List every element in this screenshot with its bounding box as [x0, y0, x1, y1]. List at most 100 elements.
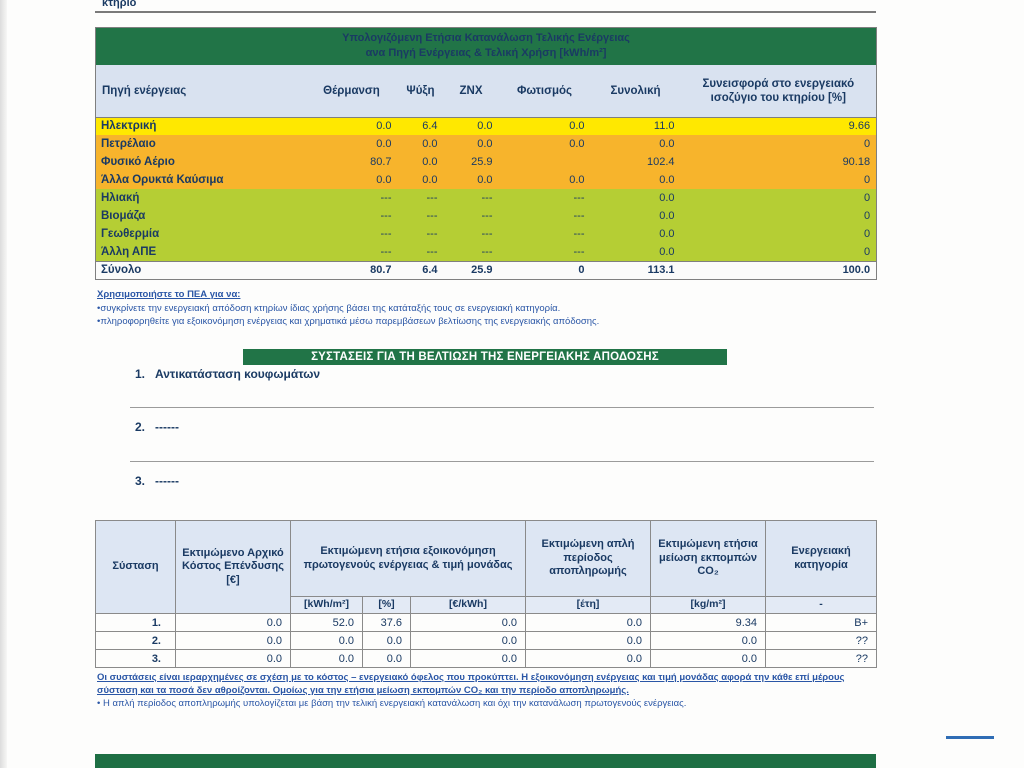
rec-value-cell: 9.34	[650, 613, 767, 632]
energy-value-cell: 0.0	[569, 138, 585, 150]
energy-table-title-line2: ανα Πηγή Ενέργειας & Τελική Χρήση [kWh/m…	[365, 47, 607, 59]
col-header-heating: Θέρμανση	[305, 65, 398, 118]
energy-source-label: Βιομάζα	[101, 210, 146, 222]
recommendation-item-number: 2.	[135, 420, 146, 434]
energy-row: Άλλη ΑΠΕ --- --- --- --- 0.0 0	[95, 243, 877, 261]
rec-table-row: 1. 0.0 52.0 37.6 0.0 0.0 9.34 B+	[95, 613, 878, 632]
rec-value-cell: 0.0	[175, 649, 291, 668]
energy-value-cell: 0.0	[659, 174, 675, 186]
rec-value-cell: 0.0	[409, 613, 527, 632]
rec-value-cell: 0.0	[362, 649, 411, 668]
energy-total-dhw: 25.9	[443, 260, 499, 279]
rec-value-cell: 0.0	[650, 631, 767, 650]
energy-value-cell: ---	[573, 228, 585, 240]
energy-source-label: Γεωθερμία	[101, 228, 160, 240]
rec-value-cell: 52.0	[290, 613, 363, 632]
pea-note-bullet: •πληροφορηθείτε για εξοικονόμηση ενέργει…	[97, 316, 600, 327]
energy-value-cell: 0	[863, 138, 871, 150]
energy-row: Φυσικό Αέριο 80.7 0.0 25.9 102.4 90.18	[95, 153, 877, 171]
col-header-cooling: Ψύξη	[397, 65, 444, 118]
energy-value-cell: 0	[863, 228, 871, 240]
rec-table-main-header-row: Σύσταση Εκτιμώμενο Αρχικό Κόστος Επένδυσ…	[95, 520, 878, 614]
energy-value-cell: 0.0	[569, 120, 585, 133]
energy-value-cell: 80.7	[370, 156, 392, 168]
rec-value-cell: 0.0	[175, 631, 291, 650]
rec-value-cell: 0.0	[290, 649, 363, 668]
energy-table-title: Υπολογιζόμενη Ετήσια Κατανάλωση Τελικής …	[95, 27, 877, 65]
rec-table-row: 2. 0.0 0.0 0.0 0.0 0.0 0.0??	[95, 631, 878, 650]
recommendation-item-2: 2. ------	[135, 420, 179, 434]
rec-table-head: Σύσταση Εκτιμώμενο Αρχικό Κόστος Επένδυσ…	[95, 520, 878, 614]
energy-total-heating: 80.7	[305, 260, 398, 279]
previous-table-remnant: κτηρίο	[95, 0, 876, 13]
pea-note-title: Χρησιμοποιήστε το ΠΕΑ για να:	[97, 289, 241, 300]
energy-row: Ηλεκτρική 0.0 6.4 0.0 0.0 11.0 9.66	[95, 117, 877, 135]
unit-percent: [%]	[362, 596, 411, 614]
rec-col-payback: Εκτιμώμενη απλή περίοδος αποπληρωμής	[525, 520, 652, 597]
rec-value-cell: 0.0	[362, 631, 411, 650]
energy-table-head: Υπολογιζόμενη Ετήσια Κατανάλωση Τελικής …	[95, 27, 877, 118]
energy-source-label: Άλλα Ορυκτά Καύσιμα	[101, 174, 224, 186]
energy-value-cell: 0.0	[569, 174, 585, 186]
energy-table-body: Ηλεκτρική 0.0 6.4 0.0 0.0 11.0 9.66 Πετρέλαιο 0.…	[95, 117, 877, 261]
energy-total-contribution: 100.0	[680, 260, 877, 279]
col-header-total: Συνολική	[590, 65, 681, 118]
energy-value-cell: 90.18	[842, 156, 871, 168]
rec-value-cell: ??	[765, 649, 878, 668]
energy-value-cell: ---	[481, 245, 493, 258]
rec-value-cell: 0.0	[525, 613, 652, 632]
energy-value-cell: 0.0	[659, 228, 675, 240]
recommendation-item-number: 3.	[135, 474, 146, 488]
energy-table-footer: Σύνολο 80.7 6.4 25.9 0 113.1 100.0	[95, 260, 877, 279]
energy-source-label: Πετρέλαιο	[101, 138, 156, 150]
energy-source-label: Ηλεκτρική	[101, 120, 157, 133]
rec-row-number: 3.	[95, 649, 176, 668]
energy-value-cell: ---	[380, 228, 392, 240]
rec-table-body: 1. 0.0 52.0 37.6 0.0 0.0 9.34 B+ 2. 0.0 0.0 0.0 0.0 0…	[95, 613, 878, 668]
rec-table-units-row: [kWh/m²] [%] [€/kWh] [έτη] [kg/m²] -	[96, 596, 878, 614]
unit-kwh: [kWh/m²]	[290, 596, 363, 614]
energy-value-cell: 0.0	[477, 120, 493, 133]
energy-value-cell: 0	[863, 210, 871, 222]
recommendation-item-number: 1.	[135, 367, 146, 381]
energy-value-cell: ---	[426, 245, 438, 258]
rec-table-row: 3. 0.0 0.0 0.0 0.0 0.0 0.0??	[95, 649, 878, 668]
rec-row-number: 2.	[95, 631, 176, 650]
energy-value-cell	[499, 153, 591, 171]
energy-row: Ηλιακή --- --- --- --- 0.0 0	[95, 189, 877, 207]
recommendations-section-header: ΣΥΣΤΑΣΕΙΣ ΓΙΑ ΤΗ ΒΕΛΤΙΩΣΗ ΤΗΣ ΕΝΕΡΓΕΙΑΚΗ…	[243, 349, 727, 365]
remnant-label: κτηρίο	[102, 0, 137, 9]
energy-value-cell: ---	[481, 210, 493, 222]
energy-value-cell: 0	[863, 245, 871, 258]
energy-consumption-table: Υπολογιζόμενη Ετήσια Κατανάλωση Τελικής …	[95, 27, 878, 280]
energy-row: Βιομάζα --- --- --- --- 0.0 0	[95, 207, 877, 225]
energy-total-cooling: 6.4	[397, 260, 444, 279]
energy-total-lighting: 0	[498, 260, 591, 279]
energy-value-cell: ---	[481, 192, 493, 204]
energy-value-cell: 9.66	[848, 120, 871, 133]
energy-value-cell: 0.0	[659, 245, 675, 258]
energy-value-cell: ---	[481, 228, 493, 240]
recommendation-item-text: ------	[155, 420, 179, 434]
energy-value-cell: ---	[380, 245, 392, 258]
energy-total-row: Σύνολο 80.7 6.4 25.9 0 113.1 100.0	[95, 260, 877, 279]
energy-total-sum: 113.1	[590, 260, 681, 279]
rec-value-cell: 0.0	[525, 631, 652, 650]
energy-value-cell: 102.4	[646, 156, 675, 168]
energy-value-cell: 0.0	[376, 120, 392, 133]
energy-row: Άλλα Ορυκτά Καύσιμα 0.0 0.0 0.0 0.0 0.0 0	[95, 171, 877, 189]
col-header-dhw: ΖΝΧ	[443, 65, 499, 118]
energy-value-cell: ---	[380, 192, 392, 204]
energy-value-cell: 0.0	[477, 138, 493, 150]
energy-value-cell: 0.0	[659, 138, 675, 150]
recommendation-item-text: ------	[155, 474, 179, 488]
energy-source-label: Φυσικό Αέριο	[101, 156, 175, 168]
energy-source-label: Άλλη ΑΠΕ	[101, 245, 157, 258]
energy-value-cell: ---	[426, 228, 438, 240]
rec-value-cell: 0.0	[175, 613, 291, 632]
energy-value-cell: ---	[426, 210, 438, 222]
pea-note-bullet: •συγκρίνετε την ενεργειακή απόδοση κτηρί…	[97, 302, 561, 314]
energy-value-cell: 0.0	[477, 174, 493, 186]
scan-edge-shadow	[0, 0, 7, 768]
rec-value-cell: 0.0	[650, 649, 767, 668]
